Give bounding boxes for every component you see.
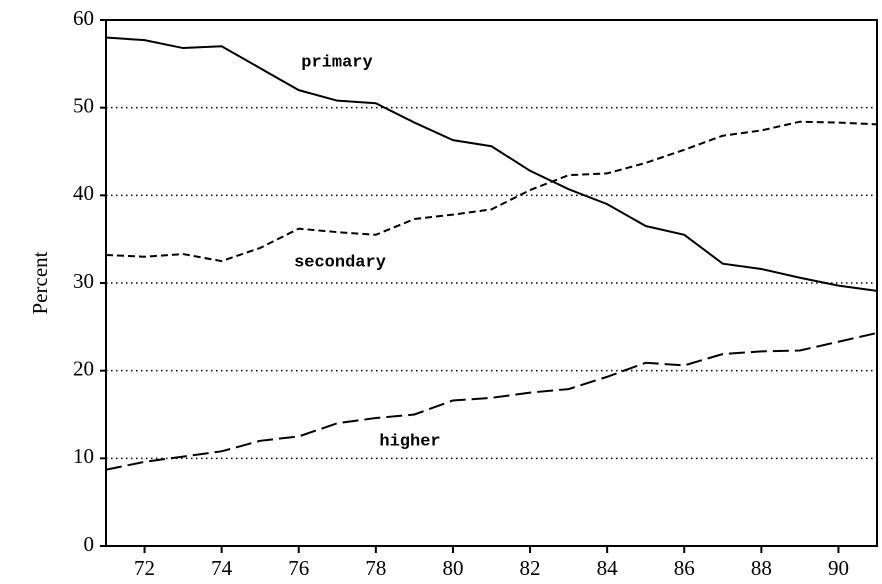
x-tick-label: 86	[674, 556, 695, 580]
series-label: secondary	[294, 253, 386, 272]
series-line	[105, 331, 878, 471]
series-label: primary	[301, 53, 372, 72]
x-tick-label: 84	[597, 556, 619, 580]
series-label: higher	[379, 432, 440, 451]
x-tick-label: 88	[751, 556, 772, 580]
plot-frame	[105, 19, 878, 547]
y-tick-label: 0	[84, 532, 95, 556]
x-tick-label: 90	[828, 556, 849, 580]
x-tick-label: 82	[520, 556, 541, 580]
y-tick-label: 60	[73, 6, 94, 30]
y-tick-label: 10	[73, 444, 94, 468]
x-tick-label: 78	[365, 556, 386, 580]
y-axis-label: Percent	[28, 251, 52, 314]
x-tick-label: 80	[442, 556, 463, 580]
y-tick-label: 30	[73, 269, 94, 293]
series-line	[105, 120, 878, 263]
x-tick-label: 72	[134, 556, 155, 580]
y-tick-label: 40	[73, 181, 94, 205]
y-tick-label: 50	[73, 93, 94, 117]
series-line	[105, 36, 878, 292]
y-tick-label: 20	[73, 356, 94, 380]
x-tick-label: 74	[211, 556, 233, 580]
x-tick-label: 76	[288, 556, 309, 580]
